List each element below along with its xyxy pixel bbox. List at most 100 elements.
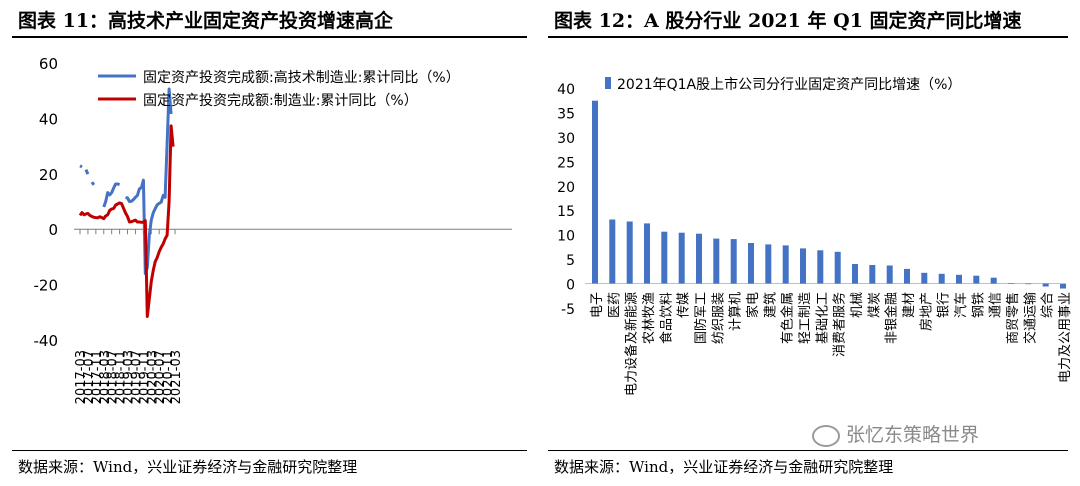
series-line-high-tech — [84, 168, 90, 175]
y-tick-label: -20 — [34, 277, 59, 295]
bar — [1008, 283, 1014, 284]
y-tick-label: 5 — [566, 253, 575, 269]
bar — [696, 233, 702, 284]
chart11-title: 图表 11：高技术产业固定资产投资增速高企 — [18, 10, 394, 32]
y-tick-label: 15 — [557, 204, 575, 220]
bar — [904, 268, 910, 284]
legend-label: 固定资产投资完成额:高技术制造业:累计同比（%） — [143, 69, 460, 86]
bar — [869, 265, 876, 284]
y-tick-label: 30 — [557, 131, 575, 147]
x-tick-label: 2017-11 — [90, 350, 105, 404]
category-label: 机械 — [850, 292, 865, 318]
category-label: 汽车 — [953, 292, 969, 318]
category-label: 电力及公用事业 — [1058, 292, 1073, 383]
bar — [626, 221, 633, 284]
bar — [990, 277, 997, 284]
x-tick-label: 2020-07 — [153, 350, 168, 404]
category-label: 有色金属 — [780, 292, 796, 344]
chart12-source: 数据来源：Wind，兴业证券经济与金融研究院整理 — [554, 458, 894, 476]
x-tick-label: 2018-03 — [98, 350, 113, 404]
category-label: 建筑 — [762, 292, 778, 318]
y-tick-label: 20 — [39, 166, 58, 184]
title-rule-right — [548, 36, 1068, 38]
chart11-source: 数据来源：Wind，兴业证券经济与金融研究院整理 — [18, 458, 358, 476]
legend-label: 固定资产投资完成额:制造业:累计同比（%） — [143, 93, 418, 109]
bar — [609, 219, 616, 284]
category-label: 国防军工 — [693, 292, 709, 344]
category-label: 食品饮料 — [658, 292, 674, 344]
bar — [834, 251, 841, 284]
x-tick-label: 2019-07 — [129, 350, 144, 404]
watermark-text: 张忆东策略世界 — [846, 424, 980, 446]
bar — [800, 248, 806, 284]
bar — [730, 239, 737, 284]
category-label: 轻工制造 — [798, 292, 813, 344]
y-tick-label: 40 — [39, 110, 58, 128]
category-label: 商贸零售 — [1005, 292, 1021, 344]
x-tick-label: 2018-11 — [114, 350, 129, 404]
legend-label: 2021年Q1A股上市公司分行业固定资产同比增速（%） — [617, 76, 961, 93]
x-tick-label: 2021-03 — [169, 350, 184, 404]
category-label: 电力设备及新能源 — [624, 292, 640, 396]
y-tick-label: 0 — [48, 221, 58, 239]
x-tick-label: 2020-11 — [161, 350, 176, 404]
y-tick-label: 10 — [557, 229, 575, 245]
category-label: 交通运输 — [1022, 292, 1038, 344]
bar — [1060, 283, 1066, 289]
x-tick-label: 2019-03 — [122, 350, 137, 404]
x-tick-label: 2019-11 — [137, 350, 152, 404]
category-label: 消费者服务 — [832, 292, 848, 357]
title-rule-left — [12, 36, 527, 38]
series-line-manufacturing — [78, 124, 175, 318]
bar — [886, 265, 893, 284]
y-tick-label: 35 — [557, 106, 575, 122]
bar — [956, 274, 962, 284]
y-tick-label: -5 — [561, 302, 575, 318]
bar — [852, 264, 858, 284]
category-label: 建材 — [902, 292, 917, 318]
bar — [765, 244, 772, 284]
category-label: 煤炭 — [867, 292, 882, 318]
bar — [1025, 283, 1032, 285]
series-line-high-tech — [90, 181, 96, 186]
series-line-high-tech — [125, 87, 173, 275]
wechat-icon — [812, 424, 840, 447]
chart12-title: 图表 12：A 股分行业 2021 年 Q1 固定资产同比增速 — [554, 10, 1022, 32]
bar — [938, 273, 945, 284]
category-label: 房地产 — [918, 292, 934, 331]
category-label: 综合 — [1041, 292, 1056, 318]
y-tick-label: 25 — [557, 155, 575, 171]
series-line-high-tech — [102, 182, 121, 208]
category-label: 医药 — [607, 292, 622, 318]
category-label: 通信 — [989, 292, 1004, 318]
category-label: 非银金融 — [884, 292, 900, 344]
x-tick-label: 2020-03 — [145, 350, 160, 404]
category-label: 纺织服装 — [711, 292, 726, 344]
bar — [592, 100, 598, 284]
bar — [1042, 283, 1049, 287]
bar — [817, 250, 824, 284]
category-label: 家电 — [745, 292, 761, 318]
bar — [973, 275, 980, 284]
category-label: 传媒 — [677, 292, 692, 318]
x-tick-label: 2018-07 — [106, 350, 121, 404]
x-tick-label: 2017-07 — [82, 350, 97, 404]
category-label: 计算机 — [729, 292, 744, 331]
bar — [748, 243, 754, 284]
bar — [782, 245, 789, 284]
category-label: 电子 — [590, 292, 605, 318]
y-tick-label: 60 — [39, 55, 58, 73]
watermark: 张忆东策略世界 — [812, 420, 979, 447]
source-rule-left — [12, 450, 527, 451]
x-tick-label: 2017-03 — [74, 350, 89, 404]
bar — [678, 232, 685, 284]
category-label: 钢铁 — [971, 292, 986, 318]
y-tick-label: -40 — [34, 332, 59, 350]
source-rule-right — [548, 450, 1068, 451]
bar — [661, 231, 668, 284]
category-label: 基础化工 — [815, 292, 830, 344]
category-label: 银行 — [937, 292, 952, 318]
y-tick-label: 0 — [566, 278, 575, 294]
bar — [644, 223, 650, 284]
